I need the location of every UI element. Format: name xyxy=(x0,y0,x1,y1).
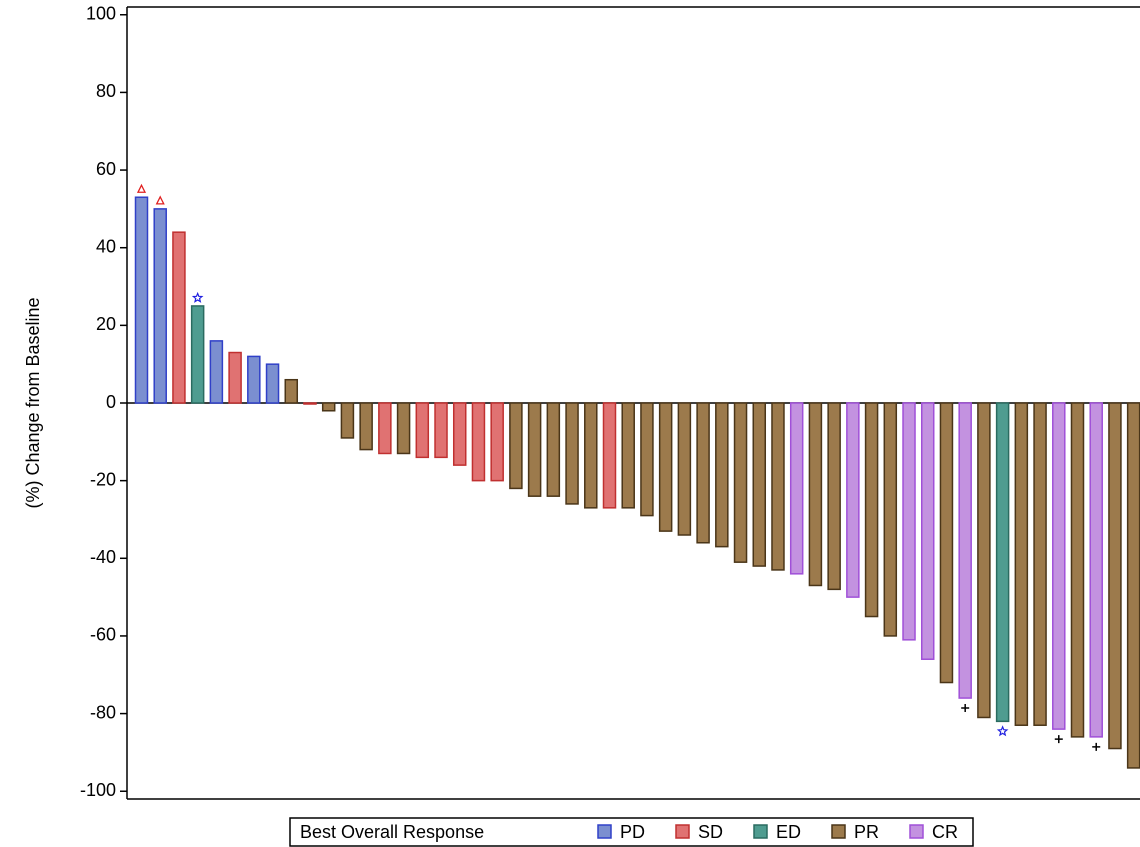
bar xyxy=(584,402,598,509)
marker-plus xyxy=(1092,742,1101,751)
bar xyxy=(134,196,149,404)
legend-swatch xyxy=(753,824,768,839)
legend-swatch xyxy=(675,824,690,839)
bar xyxy=(415,402,430,459)
bar xyxy=(452,402,467,466)
bar xyxy=(1014,402,1029,726)
bar xyxy=(939,402,954,684)
bar xyxy=(378,402,392,455)
bar xyxy=(789,402,804,575)
bar xyxy=(284,378,299,404)
legend-title: Best Overall Response xyxy=(300,822,484,842)
bar xyxy=(190,305,205,404)
bar xyxy=(920,402,935,660)
y-tick-label: -20 xyxy=(90,469,116,489)
bar xyxy=(677,402,692,536)
legend-label: PD xyxy=(620,822,645,842)
bar xyxy=(228,351,242,404)
marker-plus xyxy=(1054,735,1063,744)
bar xyxy=(621,402,635,509)
bar xyxy=(527,402,542,497)
marker-star xyxy=(191,291,204,303)
y-tick-label: -40 xyxy=(90,547,116,567)
y-tick-label: 80 xyxy=(96,81,116,101)
legend-label: ED xyxy=(776,822,801,842)
legend-swatch xyxy=(831,824,846,839)
bar xyxy=(771,402,785,571)
bar xyxy=(733,402,748,563)
bar xyxy=(977,402,991,719)
bar xyxy=(995,402,1010,723)
y-tick-label: 20 xyxy=(96,314,116,334)
bar xyxy=(1089,402,1103,738)
bar xyxy=(1033,402,1047,726)
bar xyxy=(827,402,841,591)
bar xyxy=(715,402,729,548)
legend-label: SD xyxy=(698,822,723,842)
y-tick-label: 40 xyxy=(96,236,116,256)
bar xyxy=(958,402,972,699)
bar xyxy=(490,402,504,482)
bar xyxy=(471,402,486,482)
y-tick-label: -100 xyxy=(80,780,116,800)
marker-star xyxy=(996,725,1009,737)
bar xyxy=(340,402,355,439)
bar xyxy=(1126,402,1140,769)
bar xyxy=(864,402,879,618)
marker-triangle xyxy=(136,183,147,193)
bar xyxy=(640,402,654,517)
bar xyxy=(696,402,710,544)
bar xyxy=(1070,402,1085,738)
y-tick-label: 100 xyxy=(86,4,116,24)
bar xyxy=(808,402,823,587)
bar xyxy=(265,363,280,404)
bar xyxy=(565,402,579,505)
bar xyxy=(658,402,673,532)
marker-plus xyxy=(961,704,970,713)
bar xyxy=(359,402,373,451)
bar xyxy=(172,231,186,404)
y-axis-label: (%) Change from Baseline xyxy=(23,297,43,508)
bar xyxy=(602,402,617,509)
bar xyxy=(509,402,523,490)
bar xyxy=(846,402,860,598)
bar xyxy=(303,402,317,405)
bar xyxy=(752,402,767,567)
bar xyxy=(1108,402,1122,750)
bar xyxy=(209,340,224,404)
legend-label: CR xyxy=(932,822,958,842)
bar xyxy=(883,402,898,637)
bar xyxy=(434,402,448,459)
y-tick-label: -60 xyxy=(90,625,116,645)
bar xyxy=(1052,402,1066,730)
bar xyxy=(546,402,561,497)
legend-label: PR xyxy=(854,822,879,842)
y-tick-label: 0 xyxy=(106,392,116,412)
bar xyxy=(153,208,167,404)
y-tick-label: -80 xyxy=(90,702,116,722)
bar xyxy=(247,355,261,404)
marker-triangle xyxy=(155,195,165,205)
legend-swatch xyxy=(597,824,612,839)
legend-box xyxy=(289,817,974,847)
legend-swatch xyxy=(909,824,924,839)
bar xyxy=(396,402,411,455)
bar xyxy=(902,402,916,641)
bar xyxy=(321,402,336,412)
y-tick-label: 60 xyxy=(96,159,116,179)
